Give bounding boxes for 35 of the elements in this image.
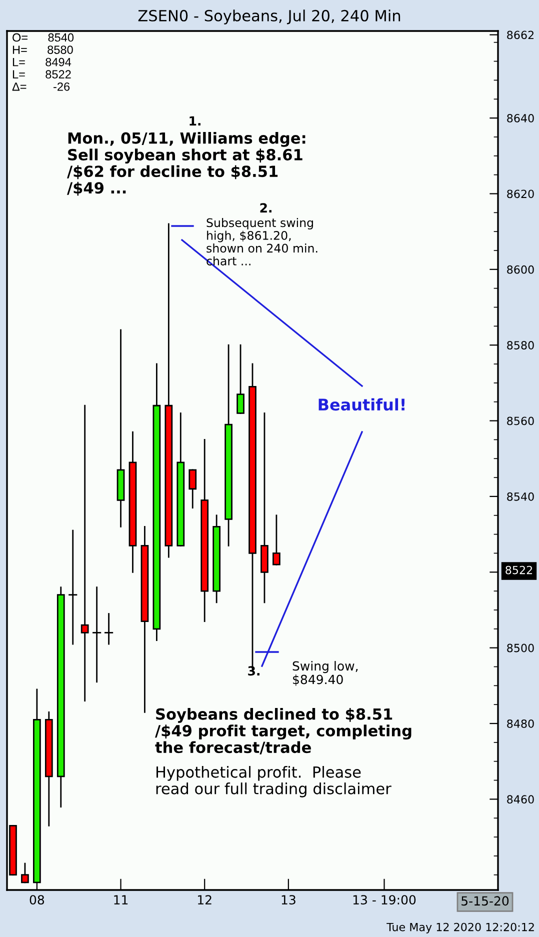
candlestick <box>68 530 78 645</box>
candlestick <box>92 586 102 683</box>
candlestick <box>80 404 89 702</box>
x-tick-label: 08 <box>30 895 44 905</box>
annotation: Beautiful! <box>318 398 404 411</box>
annotation: Swing low, $849.40 <box>292 661 358 686</box>
candlestick <box>104 613 114 645</box>
candlestick <box>236 344 244 414</box>
chart-title: ZSEN0 - Soybeans, Jul 20, 240 Min <box>138 10 400 24</box>
annotation: Hypothetical profit. Please read our full trading disclaimer <box>156 766 392 798</box>
candlestick <box>188 469 197 508</box>
annotation: 2. <box>260 203 272 212</box>
text: Tue May 12 2020 12:20:12 <box>386 922 534 934</box>
annotation: O= 8540 H= 8580 L= 8494 L= 8522 Δ= -26 <box>12 33 74 91</box>
y-tick-label: 8560 <box>507 416 534 426</box>
text: 5-15-20 <box>462 896 509 906</box>
candlestick <box>21 862 29 884</box>
x-tick-label: 12 <box>198 895 212 904</box>
text: 8522 <box>506 566 532 574</box>
y-tick-label: 8540 <box>507 492 534 501</box>
x-tick-label: 11 <box>114 895 128 904</box>
x-tick-label: 13 - 19:00 <box>353 895 416 905</box>
y-tick-label: 8662 <box>507 30 534 40</box>
y-tick-label: 8640 <box>507 114 534 122</box>
y-tick-label: 8460 <box>507 795 534 804</box>
y-tick-label: 8600 <box>507 265 534 274</box>
annotation: Soybeans declined to $8.51 /$49 profit target, completing the forecast/trade <box>155 708 412 754</box>
y-tick-label: 8480 <box>507 719 534 728</box>
x-tick-label: 13 <box>282 895 296 905</box>
y-tick-label: 8620 <box>507 190 534 198</box>
annotation: 1. <box>190 116 200 126</box>
y-tick-label: 8500 <box>507 644 534 652</box>
y-tick-label: 8580 <box>507 341 534 350</box>
candlestick <box>272 514 280 566</box>
annotation: Mon., 05/11, Williams edge: Sell soybean short at $8.61 /$62 for decline to $8.51 /$49 ... <box>67 132 306 196</box>
